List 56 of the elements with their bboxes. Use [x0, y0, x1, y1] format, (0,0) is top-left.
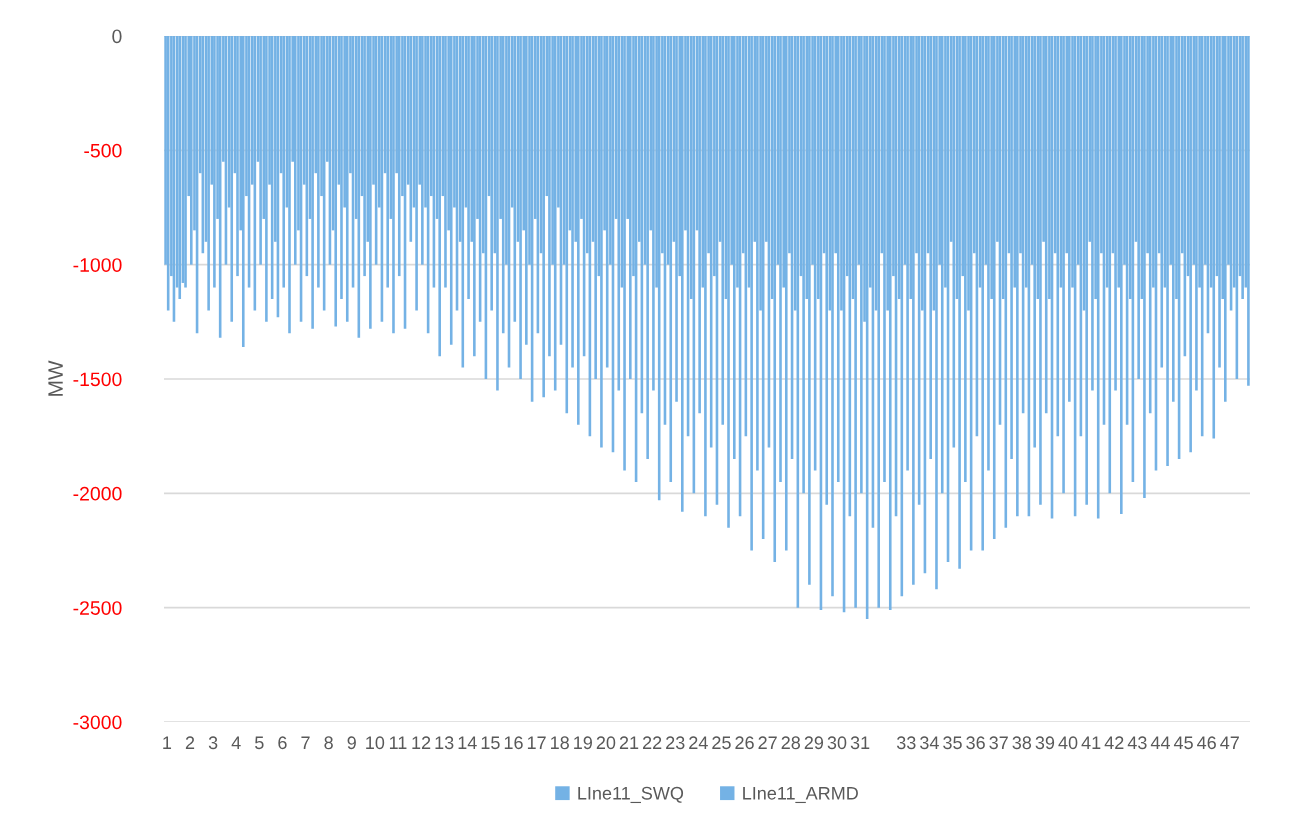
x-tick-label: 35	[943, 736, 962, 750]
x-tick-label: 28	[781, 736, 801, 750]
x-tick-label: 1	[163, 736, 172, 749]
x-tick-label: 42	[1104, 736, 1124, 749]
x-tick-label: 7	[301, 736, 310, 749]
x-tick-label: 15	[481, 736, 500, 750]
x-tick-label: 38	[1012, 736, 1032, 750]
x-tick-label: 33	[896, 736, 916, 750]
x-tick-label: 2	[185, 736, 195, 749]
legend-label: LIne11_SWQ	[578, 786, 684, 804]
x-tick-label: 17	[527, 736, 546, 749]
x-tick-label: 23	[666, 736, 685, 750]
x-tick-label: 10	[366, 736, 385, 750]
x-tick-label: 12	[412, 736, 431, 749]
x-tick-label: 27	[758, 736, 777, 749]
x-tick-label: 34	[920, 736, 939, 750]
y-tick-label: -1500	[73, 372, 122, 387]
y-tick-label: -2000	[73, 486, 122, 501]
x-tick-label: 30	[827, 736, 847, 750]
x-tick-label: 14	[458, 736, 477, 749]
y-tick-label: 0	[112, 29, 122, 44]
x-tick-label: 46	[1197, 736, 1216, 750]
x-tick-label: 11	[389, 736, 407, 749]
x-tick-label: 45	[1173, 736, 1193, 750]
x-tick-label: 3	[208, 736, 218, 750]
x-tick-label: 8	[324, 736, 333, 750]
x-tick-label: 36	[966, 736, 985, 750]
x-tick-label: 26	[735, 736, 754, 750]
x-tick-label: 9	[347, 736, 356, 750]
x-tick-label: 47	[1220, 736, 1239, 749]
y-tick-label: -2500	[73, 601, 122, 615]
x-tick-label: 6	[278, 736, 287, 750]
x-tick-label: 25	[712, 736, 731, 750]
x-tick-label: 21	[619, 736, 639, 749]
x-tick-label: 16	[504, 736, 523, 750]
x-tick-label: 13	[435, 736, 454, 750]
legend-label: LIne11_ARMD	[743, 787, 858, 804]
y-axis-title: MW	[48, 360, 63, 396]
x-tick-label: 18	[551, 736, 569, 750]
y-tick-label: -3000	[73, 715, 122, 730]
x-tick-label: 22	[642, 736, 662, 749]
x-tick-label: 41	[1081, 736, 1101, 749]
x-tick-label: 40	[1058, 736, 1078, 750]
x-tick-label: 29	[804, 736, 824, 750]
x-tick-label: 44	[1150, 736, 1170, 749]
x-tick-label: 5	[255, 736, 264, 750]
x-tick-label: 24	[689, 736, 708, 749]
y-tick-label: -500	[84, 143, 122, 158]
x-tick-label: 37	[989, 736, 1008, 750]
x-tick-label: 39	[1035, 736, 1055, 750]
x-tick-label: 31	[850, 736, 870, 750]
y-tick-label: -1000	[73, 258, 122, 272]
x-tick-label: 4	[231, 736, 241, 749]
x-tick-label: 20	[596, 736, 616, 750]
x-tick-label: 19	[574, 736, 592, 750]
x-tick-label: 43	[1127, 736, 1147, 750]
